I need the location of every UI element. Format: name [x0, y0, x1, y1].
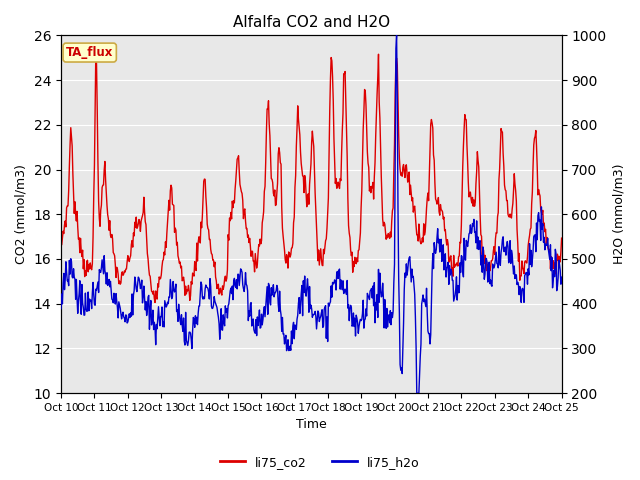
- Y-axis label: H2O (mmol/m3): H2O (mmol/m3): [612, 164, 625, 264]
- X-axis label: Time: Time: [296, 419, 326, 432]
- Text: TA_flux: TA_flux: [66, 46, 113, 59]
- Y-axis label: CO2 (mmol/m3): CO2 (mmol/m3): [15, 164, 28, 264]
- Legend: li75_co2, li75_h2o: li75_co2, li75_h2o: [215, 451, 425, 474]
- Title: Alfalfa CO2 and H2O: Alfalfa CO2 and H2O: [233, 15, 390, 30]
